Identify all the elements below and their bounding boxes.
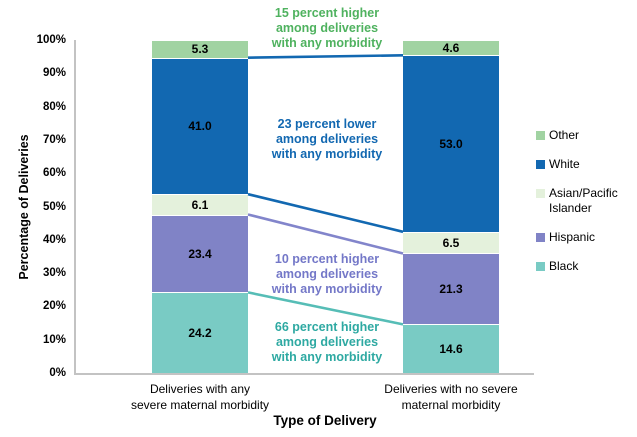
- legend-label: Hispanic: [549, 230, 596, 244]
- bar-segment-asian-pacific-islander: 6.5: [403, 231, 499, 254]
- y-axis-line: [74, 40, 76, 374]
- y-tick-label: 90%: [42, 67, 66, 80]
- y-tick-label: 0%: [49, 367, 66, 379]
- bar-segment-black: 14.6: [403, 324, 499, 373]
- y-tick-label: 20%: [42, 300, 66, 313]
- legend-item-black: Black: [536, 259, 634, 274]
- y-tick-label: 100%: [36, 34, 66, 46]
- bar-1: 24.2 23.4 6.1 41.0 5.3: [152, 40, 248, 373]
- legend-swatch: [536, 233, 545, 242]
- x-axis-line: [74, 373, 534, 375]
- segment-value-label: 41.0: [188, 119, 212, 134]
- segment-value-label: 6.1: [191, 197, 209, 212]
- y-tick-label: 30%: [42, 267, 66, 280]
- y-tick-label: 70%: [42, 133, 66, 146]
- legend-label: Black: [549, 259, 579, 273]
- y-tick-label: 60%: [42, 167, 66, 180]
- bar-2: 14.6 21.3 6.5 53.0 4.6: [403, 40, 499, 373]
- bar-segment-other: 5.3: [152, 40, 248, 58]
- y-tick-label: 80%: [42, 100, 66, 113]
- x-category-label-1: Deliveries with any severe maternal morb…: [130, 382, 270, 412]
- bar-segment-white: 41.0: [152, 57, 248, 195]
- connector-line-asian-pacific-islander: [247, 192, 404, 234]
- segment-value-label: 23.4: [188, 246, 212, 261]
- legend-swatch: [536, 131, 545, 140]
- annotation-3: 10 percent higher among deliveries with …: [271, 252, 383, 296]
- bar-segment-hispanic: 21.3: [403, 253, 499, 325]
- legend-item-asian-pacific-islander: Asian/Pacific Islander: [536, 186, 634, 216]
- legend-item-other: Other: [536, 128, 634, 143]
- connector-line-white: [247, 54, 404, 59]
- legend-swatch: [536, 160, 545, 169]
- legend: Other White Asian/Pacific Islander Hispanic…: [536, 128, 634, 274]
- legend-item-white: White: [536, 157, 634, 172]
- y-tick-label: 40%: [42, 233, 66, 246]
- legend-item-hispanic: Hispanic: [536, 230, 634, 245]
- legend-label: Other: [549, 128, 580, 142]
- segment-value-label: 53.0: [439, 137, 463, 152]
- segment-value-label: 6.5: [442, 236, 460, 251]
- segment-value-label: 4.6: [442, 41, 460, 56]
- legend-label: White: [549, 157, 580, 171]
- bar-segment-hispanic: 23.4: [152, 214, 248, 293]
- legend-swatch: [536, 262, 545, 271]
- segment-value-label: 5.3: [191, 42, 209, 57]
- x-axis-title: Type of Delivery: [273, 413, 377, 428]
- x-category-label-2: Deliveries with no severe maternal morbi…: [384, 382, 518, 412]
- segment-value-label: 14.6: [439, 342, 463, 357]
- bar-segment-white: 53.0: [403, 55, 499, 232]
- segment-value-label: 24.2: [188, 326, 212, 341]
- bar-segment-black: 24.2: [152, 292, 248, 373]
- y-tick-label: 50%: [42, 200, 66, 213]
- bar-segment-asian-pacific-islander: 6.1: [152, 194, 248, 215]
- annotation-1: 15 percent higher among deliveries with …: [271, 6, 383, 50]
- annotation-2: 23 percent lower among deliveries with a…: [271, 117, 383, 161]
- y-tick-label: 10%: [42, 333, 66, 346]
- annotation-4: 66 percent higher among deliveries with …: [271, 320, 383, 364]
- connector-line-hispanic: [247, 213, 404, 255]
- bar-segment-other: 4.6: [403, 40, 499, 56]
- segment-value-label: 21.3: [439, 282, 463, 297]
- legend-label: Asian/Pacific Islander: [549, 186, 618, 215]
- legend-swatch: [536, 189, 545, 198]
